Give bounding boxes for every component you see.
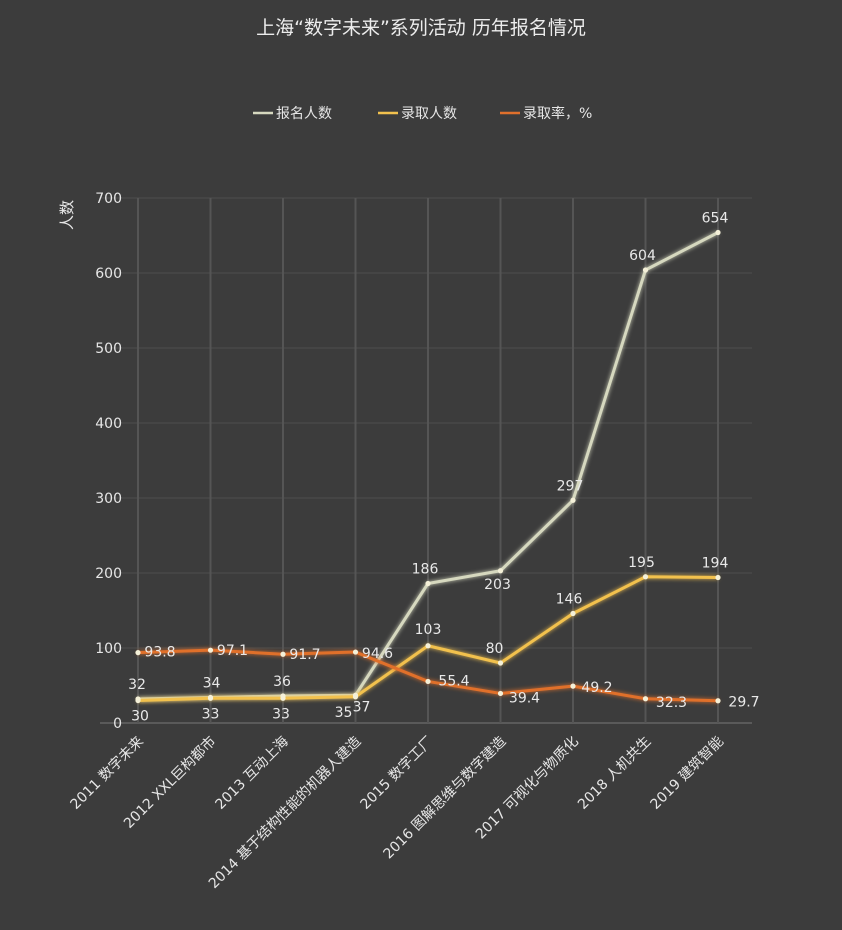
y-tick-label: 0 bbox=[113, 716, 122, 732]
data-label: 146 bbox=[556, 592, 583, 608]
data-point bbox=[570, 610, 576, 617]
y-tick-label: 200 bbox=[95, 566, 122, 582]
data-point bbox=[642, 574, 649, 580]
data-points bbox=[135, 229, 721, 704]
x-tick-label: 2019 建筑智能 bbox=[648, 734, 727, 813]
data-labels: 32 34 36 37 186 203 297 604 654 30 33 33 35 103 80 146 1… bbox=[128, 211, 760, 725]
legend-label: 录取人数 bbox=[401, 106, 457, 122]
gridlines bbox=[100, 197, 752, 724]
data-label: 29.7 bbox=[728, 695, 759, 711]
x-tick-label: 2016 图解思维与数字建造 bbox=[381, 734, 510, 863]
legend-item: 录取率，% bbox=[500, 105, 592, 122]
data-point bbox=[497, 660, 504, 666]
data-label: 94.6 bbox=[362, 646, 393, 662]
data-label: 30 bbox=[131, 709, 149, 725]
x-tick-label: 2014 基于结构性能的机器人建造 bbox=[205, 733, 364, 892]
data-label: 36 bbox=[273, 674, 291, 690]
legend-item: 录取人数 bbox=[378, 106, 457, 122]
data-label: 55.4 bbox=[438, 673, 469, 689]
data-point bbox=[280, 695, 286, 701]
x-tick-label: 2018 人机共生 bbox=[575, 734, 654, 813]
y-tick-label: 400 bbox=[95, 416, 122, 432]
data-point bbox=[135, 650, 141, 656]
x-tick-label: 2013 互动上海 bbox=[213, 734, 292, 813]
data-point bbox=[425, 580, 431, 587]
data-label: 35 bbox=[335, 705, 353, 721]
data-point bbox=[425, 678, 431, 685]
data-point bbox=[497, 568, 504, 574]
data-label: 32.3 bbox=[656, 695, 687, 711]
data-label: 33 bbox=[202, 706, 220, 722]
data-label: 186 bbox=[412, 562, 439, 578]
legend-label: 录取率，% bbox=[523, 105, 592, 122]
data-label: 604 bbox=[629, 248, 656, 264]
data-label: 195 bbox=[628, 555, 655, 571]
data-point bbox=[352, 694, 359, 700]
data-point bbox=[497, 690, 504, 697]
x-tick-label: 2015 数字工厂 bbox=[358, 734, 437, 813]
data-label: 194 bbox=[702, 556, 729, 572]
x-tick-label: 2011 数字未来 bbox=[68, 734, 147, 813]
legend-label: 报名人数 bbox=[276, 106, 332, 122]
data-point bbox=[207, 647, 214, 653]
y-tick-label: 700 bbox=[95, 191, 122, 207]
y-tick-label: 500 bbox=[95, 341, 122, 357]
data-label: 93.8 bbox=[144, 645, 175, 661]
data-label: 49.2 bbox=[581, 680, 612, 696]
data-label: 91.7 bbox=[289, 647, 320, 663]
data-label: 97.1 bbox=[217, 643, 248, 659]
data-point bbox=[642, 696, 649, 702]
data-point bbox=[570, 683, 576, 689]
data-label: 80 bbox=[486, 641, 504, 657]
legend-item: 报名人数 bbox=[253, 106, 332, 122]
data-point bbox=[715, 229, 721, 236]
y-axis-title: 人数 bbox=[58, 200, 76, 230]
data-point bbox=[425, 643, 431, 649]
data-label: 39.4 bbox=[509, 690, 540, 706]
data-label: 297 bbox=[557, 478, 584, 494]
data-label: 103 bbox=[415, 622, 442, 638]
y-tick-label: 100 bbox=[95, 641, 122, 657]
data-label: 203 bbox=[484, 577, 511, 593]
y-tick-label: 300 bbox=[95, 491, 122, 507]
legend: 报名人数 录取人数 录取率，% bbox=[253, 105, 592, 122]
data-point bbox=[352, 649, 359, 655]
y-tick-label: 600 bbox=[95, 266, 122, 282]
data-label: 33 bbox=[272, 706, 290, 722]
data-point bbox=[642, 267, 649, 273]
chart-title: 上海“数字未来”系列活动 历年报名情况 bbox=[256, 17, 586, 39]
data-label: 654 bbox=[702, 211, 729, 227]
data-point bbox=[570, 497, 576, 503]
data-point bbox=[135, 697, 141, 704]
data-point bbox=[280, 651, 286, 657]
data-label: 34 bbox=[203, 676, 221, 692]
data-point bbox=[207, 695, 214, 701]
data-point bbox=[715, 574, 721, 581]
data-point bbox=[715, 698, 721, 704]
data-label: 37 bbox=[353, 699, 371, 715]
data-label: 32 bbox=[128, 677, 146, 693]
y-axis-ticks: 0 100 200 300 400 500 600 700 bbox=[95, 191, 122, 732]
